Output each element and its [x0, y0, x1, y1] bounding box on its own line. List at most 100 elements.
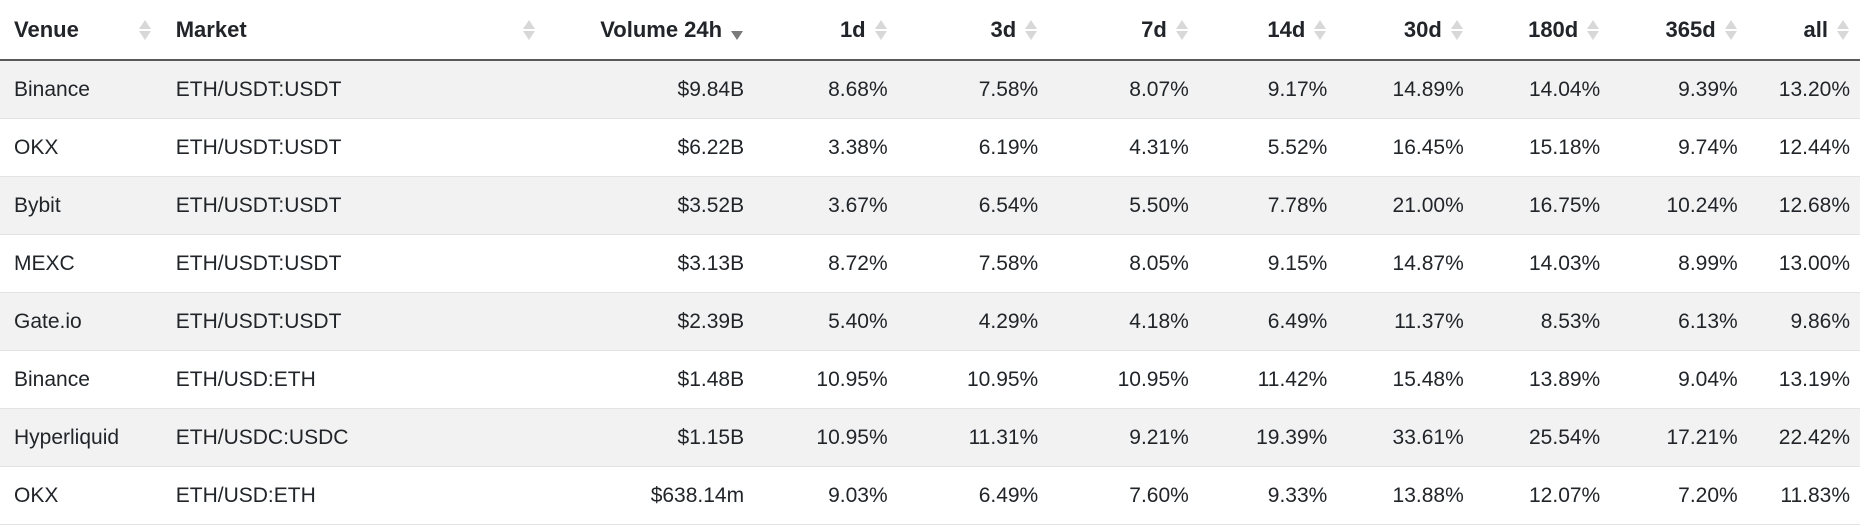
cell-7d: 9.21% — [1048, 408, 1199, 467]
column-header-label: 1d — [839, 16, 866, 42]
column-header-label: 3d — [990, 16, 1017, 42]
cell-venue: Hyperliquid — [0, 408, 162, 467]
column-header-all[interactable]: all — [1747, 0, 1860, 61]
sort-icon[interactable] — [138, 19, 152, 40]
cell-30d: 14.89% — [1337, 60, 1474, 119]
cell-1d: 8.72% — [754, 234, 898, 293]
cell-30d: 11.37% — [1337, 292, 1474, 351]
cell-1d: 5.40% — [754, 292, 898, 351]
column-header-label: 14d — [1267, 16, 1306, 42]
cell-365d: 9.04% — [1610, 350, 1748, 409]
table-row[interactable]: OKX ETH/USD:ETH $638.14m 9.03% 6.49% 7.60% 9.3… — [0, 466, 1860, 525]
cell-14d: 9.33% — [1198, 466, 1338, 525]
cell-1d: 10.95% — [754, 350, 898, 409]
table-row[interactable]: Gate.io ETH/USDT:USDT $2.39B 5.40% 4.29% 4.18… — [0, 292, 1860, 351]
cell-14d: 19.39% — [1198, 408, 1338, 467]
sort-icon[interactable] — [1836, 19, 1850, 40]
column-header-label: 7d — [1141, 16, 1167, 42]
column-header-venue[interactable]: Venue — [0, 0, 162, 61]
table-body: Binance ETH/USDT:USDT $9.84B 8.68% 7.58% 8.07… — [0, 60, 1860, 525]
table-row[interactable]: OKX ETH/USDT:USDT $6.22B 3.38% 6.19% 4.31% 5.5… — [0, 118, 1860, 177]
cell-180d: 8.53% — [1473, 292, 1611, 351]
cell-7d: 5.50% — [1048, 176, 1199, 235]
column-header-market[interactable]: Market — [161, 0, 546, 61]
cell-180d: 15.18% — [1473, 118, 1611, 177]
table-row[interactable]: Hyperliquid ETH/USDC:USDC $1.15B 10.95% 11.3… — [0, 408, 1860, 467]
cell-all: 13.00% — [1747, 234, 1860, 293]
cell-venue: Gate.io — [0, 292, 162, 351]
cell-volume-24h: $6.22B — [545, 118, 755, 177]
cell-venue: MEXC — [0, 234, 162, 293]
cell-market: ETH/USDT:USDT — [161, 234, 546, 293]
cell-30d: 16.45% — [1337, 118, 1474, 177]
cell-1d: 3.38% — [754, 118, 898, 177]
table-row[interactable]: Binance ETH/USD:ETH $1.48B 10.95% 10.95% 10.9… — [0, 350, 1860, 409]
cell-venue: Binance — [0, 60, 162, 119]
cell-365d: 8.99% — [1610, 234, 1748, 293]
column-header-7d[interactable]: 7d — [1048, 0, 1199, 61]
cell-3d: 6.49% — [897, 466, 1049, 525]
sort-icon[interactable] — [1313, 19, 1327, 40]
cell-all: 13.19% — [1747, 350, 1860, 409]
sort-icon[interactable] — [1586, 19, 1600, 40]
header-row: Venue Market Volume 24h 1d 3d 7d 14d 30d 180d 365… — [0, 0, 1860, 61]
sort-icon[interactable] — [1724, 19, 1738, 40]
cell-14d: 9.15% — [1198, 234, 1338, 293]
sort-desc-icon[interactable] — [730, 19, 744, 40]
column-header-30d[interactable]: 30d — [1337, 0, 1474, 61]
cell-venue: OKX — [0, 118, 162, 177]
cell-1d: 10.95% — [754, 408, 898, 467]
table-row[interactable]: Binance ETH/USDT:USDT $9.84B 8.68% 7.58% 8.07… — [0, 60, 1860, 119]
cell-volume-24h: $3.13B — [545, 234, 755, 293]
cell-7d: 10.95% — [1048, 350, 1199, 409]
cell-volume-24h: $9.84B — [545, 60, 755, 119]
cell-180d: 25.54% — [1473, 408, 1611, 467]
cell-market: ETH/USDT:USDT — [161, 118, 546, 177]
cell-30d: 21.00% — [1337, 176, 1474, 235]
cell-365d: 9.74% — [1610, 118, 1748, 177]
cell-14d: 5.52% — [1198, 118, 1338, 177]
table-header: Venue Market Volume 24h 1d 3d 7d 14d 30d 180d 365… — [0, 0, 1860, 61]
sort-icon[interactable] — [1024, 19, 1038, 40]
cell-30d: 14.87% — [1337, 234, 1474, 293]
column-header-3d[interactable]: 3d — [897, 0, 1049, 61]
table-row[interactable]: Bybit ETH/USDT:USDT $3.52B 3.67% 6.54% 5.50% 7… — [0, 176, 1860, 235]
sort-icon[interactable] — [1450, 19, 1464, 40]
cell-180d: 14.04% — [1473, 60, 1611, 119]
cell-30d: 33.61% — [1337, 408, 1474, 467]
cell-3d: 7.58% — [897, 234, 1049, 293]
cell-volume-24h: $1.15B — [545, 408, 755, 467]
column-header-14d[interactable]: 14d — [1198, 0, 1338, 61]
cell-volume-24h: $3.52B — [545, 176, 755, 235]
table-row[interactable]: MEXC ETH/USDT:USDT $3.13B 8.72% 7.58% 8.05% 9.… — [0, 234, 1860, 293]
column-header-1d[interactable]: 1d — [754, 0, 898, 61]
column-header-label: Venue — [14, 16, 79, 42]
cell-volume-24h: $1.48B — [545, 350, 755, 409]
cell-7d: 8.07% — [1048, 60, 1199, 119]
cell-volume-24h: $2.39B — [545, 292, 755, 351]
sort-icon[interactable] — [1175, 19, 1189, 40]
cell-180d: 12.07% — [1473, 466, 1611, 525]
column-header-365d[interactable]: 365d — [1610, 0, 1748, 61]
column-header-volume-24h[interactable]: Volume 24h — [545, 0, 755, 61]
cell-venue: OKX — [0, 466, 162, 525]
cell-30d: 13.88% — [1337, 466, 1474, 525]
sort-icon[interactable] — [522, 19, 536, 40]
column-header-label: Volume 24h — [600, 16, 723, 42]
cell-365d: 9.39% — [1610, 60, 1748, 119]
column-header-label: Market — [175, 16, 247, 42]
cell-market: ETH/USDT:USDT — [161, 292, 546, 351]
cell-7d: 7.60% — [1048, 466, 1199, 525]
cell-all: 22.42% — [1747, 408, 1860, 467]
cell-7d: 4.31% — [1048, 118, 1199, 177]
cell-3d: 11.31% — [897, 408, 1049, 467]
column-header-180d[interactable]: 180d — [1473, 0, 1611, 61]
cell-1d: 8.68% — [754, 60, 898, 119]
cell-market: ETH/USDT:USDT — [161, 176, 546, 235]
cell-1d: 9.03% — [754, 466, 898, 525]
cell-3d: 7.58% — [897, 60, 1049, 119]
sort-icon[interactable] — [874, 19, 888, 40]
cell-14d: 9.17% — [1198, 60, 1338, 119]
cell-30d: 15.48% — [1337, 350, 1474, 409]
